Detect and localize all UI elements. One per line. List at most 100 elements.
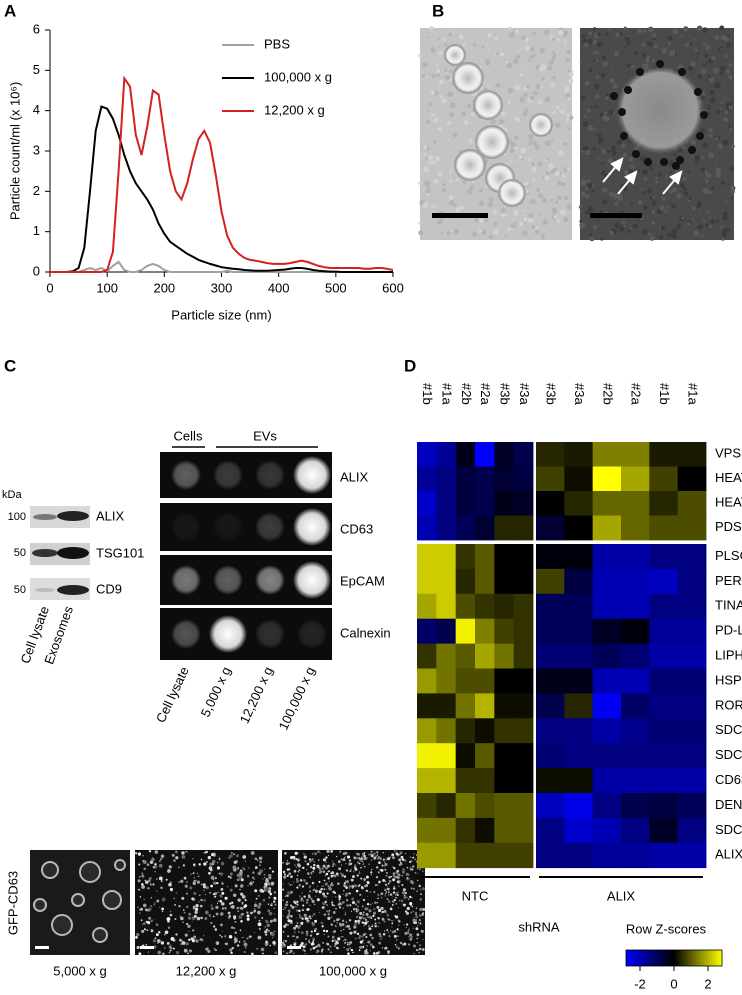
speck	[399, 853, 401, 855]
texture	[674, 169, 679, 174]
speck	[365, 875, 369, 879]
speck	[272, 870, 275, 873]
speck	[352, 870, 355, 873]
texture	[526, 192, 530, 195]
speck	[192, 872, 195, 875]
texture	[543, 29, 550, 36]
heatmap-cell	[592, 817, 622, 844]
speck	[179, 938, 182, 942]
texture	[565, 118, 570, 122]
speck	[181, 941, 186, 945]
heatmap-cell	[592, 593, 622, 620]
texture	[470, 112, 475, 117]
speck	[404, 910, 408, 913]
speck	[331, 871, 335, 875]
speck	[341, 923, 345, 927]
texture	[681, 216, 684, 220]
texture	[617, 195, 623, 201]
texture	[724, 199, 727, 202]
speck	[297, 870, 300, 873]
speck	[175, 892, 178, 895]
texture	[522, 209, 525, 213]
speck	[254, 866, 258, 870]
panel-label: C	[4, 356, 16, 375]
texture	[448, 199, 455, 206]
speck	[343, 928, 345, 931]
speck	[239, 871, 243, 876]
texture	[563, 34, 566, 38]
texture	[676, 223, 682, 229]
texture	[532, 31, 536, 36]
speck	[345, 921, 348, 923]
speck	[294, 864, 296, 867]
speck	[145, 943, 148, 946]
speck	[263, 873, 266, 876]
texture	[533, 90, 538, 96]
texture	[580, 191, 587, 197]
texture	[557, 29, 564, 36]
speck	[321, 906, 325, 910]
speck	[387, 931, 389, 933]
vesicle	[475, 125, 509, 159]
heatmap-cell	[417, 466, 437, 492]
speck	[369, 949, 371, 952]
speck	[349, 931, 353, 935]
speck	[253, 903, 258, 908]
speck	[184, 948, 186, 950]
speck	[203, 862, 207, 866]
x-tick-label: 200	[153, 280, 175, 295]
row-label: SDCBP	[715, 722, 742, 737]
texture	[649, 235, 655, 241]
speck	[360, 877, 363, 880]
speck	[266, 923, 270, 927]
speck	[239, 929, 242, 932]
speck	[394, 944, 397, 946]
speck	[370, 854, 374, 858]
heatmap-cell	[536, 491, 565, 516]
speck	[384, 895, 386, 897]
column-label: #2a	[629, 383, 644, 405]
speck	[348, 942, 351, 946]
heatmap-cell	[592, 568, 622, 595]
speck	[356, 905, 359, 908]
heatmap-cell	[475, 568, 495, 595]
speck	[368, 863, 370, 865]
texture	[500, 207, 507, 214]
speck	[208, 914, 211, 917]
speck	[413, 952, 415, 955]
texture	[550, 139, 554, 142]
speck	[312, 912, 316, 916]
heatmap-cell	[564, 593, 594, 620]
speck	[358, 913, 360, 915]
texture	[444, 74, 451, 81]
speck	[316, 945, 319, 948]
texture	[730, 185, 736, 191]
texture	[529, 55, 534, 60]
speck	[192, 858, 194, 860]
cell	[79, 861, 101, 883]
texture	[604, 32, 609, 36]
speck	[262, 899, 266, 902]
texture	[552, 76, 556, 80]
speck	[197, 900, 200, 903]
heatmap-cell	[564, 643, 594, 669]
speck	[216, 902, 219, 904]
speck	[389, 856, 392, 858]
heatmap-cell	[436, 768, 457, 794]
speck	[340, 872, 342, 875]
speck	[250, 952, 254, 956]
speck	[335, 907, 337, 910]
heatmap-cell	[592, 618, 622, 644]
row-label: SDCBP2	[715, 822, 742, 837]
speck	[142, 922, 146, 925]
texture	[524, 222, 527, 225]
speck	[295, 939, 297, 941]
speck	[167, 926, 171, 929]
speck	[229, 888, 233, 892]
speck	[342, 907, 344, 909]
speck	[303, 855, 307, 859]
speck	[142, 854, 145, 857]
texture	[438, 38, 441, 41]
speck	[187, 916, 192, 920]
heatmap-cell	[536, 466, 565, 492]
